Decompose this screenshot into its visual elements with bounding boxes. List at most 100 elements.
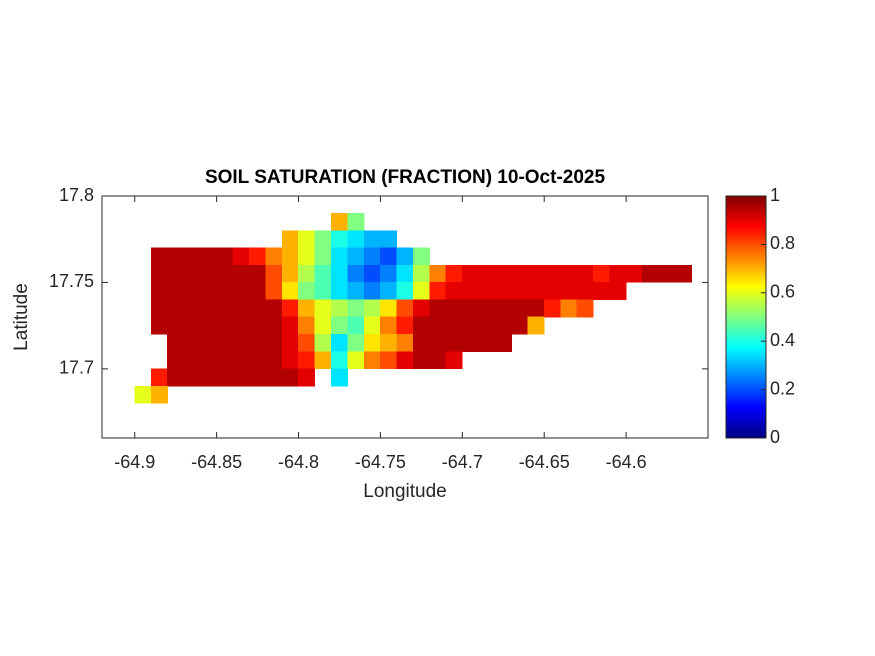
map-cell [396,299,414,318]
map-cell [363,282,381,301]
map-cell [281,247,299,266]
map-cell [281,264,299,283]
map-cell [429,282,447,301]
map-cell [232,316,250,335]
map-cell [396,333,414,352]
map-cell [199,282,217,301]
map-cell [281,316,299,335]
y-tick-label: 17.7 [59,358,94,378]
map-cell [642,264,660,283]
map-cell [183,368,201,387]
map-cell [298,333,316,352]
chart-title: SOIL SATURATION (FRACTION) 10-Oct-2025 [205,167,606,188]
map-cell [281,282,299,301]
map-cell [265,282,283,301]
map-cell [199,333,217,352]
map-cell [199,299,217,318]
x-tick-label: -64.65 [519,452,570,472]
map-cell [216,351,234,370]
map-cell [412,333,430,352]
map-cell [314,247,332,266]
map-cell [380,282,398,301]
map-cell [265,316,283,335]
map-cell [281,333,299,352]
map-cell [543,264,561,283]
map-cell [216,299,234,318]
map-cell [314,299,332,318]
map-cell [183,282,201,301]
map-cell [167,368,185,387]
map-cell [494,333,512,352]
map-cell [330,351,348,370]
map-cell [199,351,217,370]
map-cell [249,351,267,370]
map-cell [593,264,611,283]
map-cell [265,264,283,283]
map-cell [380,333,398,352]
map-cell [167,282,185,301]
map-cell [609,264,627,283]
map-cell [380,316,398,335]
map-cell [298,368,316,387]
map-cell [183,316,201,335]
map-cell [232,299,250,318]
colorbar-tick-label: 0.4 [770,330,795,350]
map-cell [396,282,414,301]
map-cell [281,351,299,370]
map-cell [363,230,381,249]
map-cell [249,368,267,387]
map-cell [249,247,267,266]
map-cell [347,264,365,283]
map-cell [232,247,250,266]
colorbar-tick-label: 0.6 [770,282,795,302]
map-cell [347,316,365,335]
map-cell [298,299,316,318]
map-cell [183,333,201,352]
map-cell [429,333,447,352]
map-cell [298,230,316,249]
map-cell [199,316,217,335]
map-cell [232,351,250,370]
map-cell [380,299,398,318]
map-cell [609,282,627,301]
map-cell [363,316,381,335]
map-cell [281,299,299,318]
x-tick-label: -64.8 [278,452,319,472]
map-cell [314,333,332,352]
map-cell [478,299,496,318]
map-cell [478,316,496,335]
map-cell [150,385,168,404]
map-cell [281,368,299,387]
map-cell [478,282,496,301]
x-tick-label: -64.7 [442,452,483,472]
map-cell [412,299,430,318]
map-cell [314,264,332,283]
map-cell [249,316,267,335]
map-cell [134,385,152,404]
map-cell [232,333,250,352]
map-cell [330,264,348,283]
colorbar-tick-label: 0.8 [770,233,795,253]
map-cell [265,351,283,370]
map-cell [347,212,365,231]
map-cell [347,282,365,301]
map-cell [527,264,545,283]
map-cell [494,299,512,318]
map-cell [330,212,348,231]
map-cell [150,368,168,387]
map-cell [167,333,185,352]
map-cell [396,351,414,370]
map-cell [216,282,234,301]
map-cell [265,247,283,266]
map-cell [167,299,185,318]
colorbar [725,195,767,439]
x-tick-label: -64.75 [355,452,406,472]
map-cell [543,299,561,318]
map-cell [150,282,168,301]
map-cell [462,316,480,335]
map-cell [150,316,168,335]
map-cell [232,282,250,301]
axes-box [101,195,709,439]
map-cell [576,264,594,283]
